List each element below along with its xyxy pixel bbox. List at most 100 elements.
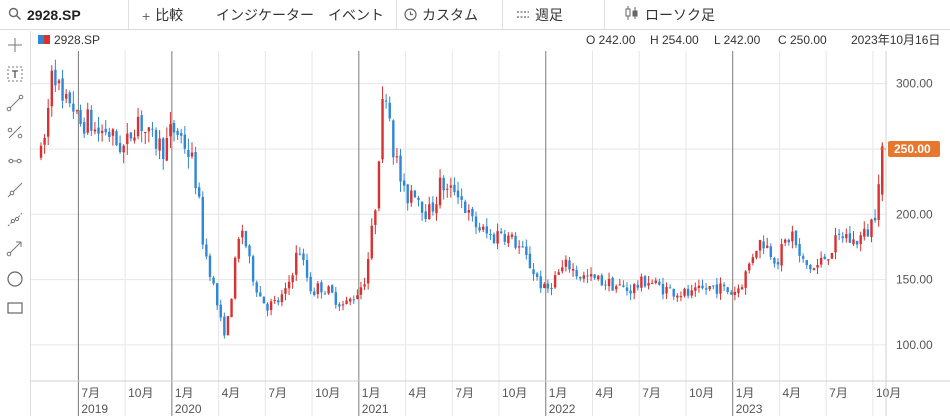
candle-down xyxy=(402,180,406,186)
candle-up xyxy=(740,287,744,290)
candle-up xyxy=(449,185,453,188)
candle-down xyxy=(489,234,492,236)
candle-down xyxy=(499,231,503,233)
search-icon xyxy=(8,1,22,31)
circle-icon[interactable] xyxy=(4,268,26,290)
candle-up xyxy=(561,267,564,272)
candle-up xyxy=(428,204,431,220)
ray-line-icon[interactable] xyxy=(4,150,26,172)
candle-down xyxy=(629,290,632,294)
candle-down xyxy=(72,103,75,112)
interval-button[interactable]: 週足 xyxy=(516,0,563,30)
candle-up xyxy=(564,259,568,267)
candle-up xyxy=(517,246,521,248)
candle-up xyxy=(733,291,737,295)
arrow-line-icon[interactable] xyxy=(4,237,26,259)
candle-up xyxy=(158,138,161,151)
candle-up xyxy=(654,280,657,283)
candle-up xyxy=(136,116,140,137)
candle-up xyxy=(816,265,819,268)
candle-down xyxy=(208,255,212,277)
candle-down xyxy=(108,131,111,138)
candle-down xyxy=(776,262,780,265)
candle-down xyxy=(104,128,107,133)
price-chart[interactable]: 100.00 150.00 200.00 250.00 300.00 7月 2019 10月 1… xyxy=(31,31,950,416)
candle-up xyxy=(295,252,298,275)
candle-down xyxy=(611,277,614,291)
candle-down xyxy=(701,285,704,289)
candle-up xyxy=(273,299,276,301)
candle-up xyxy=(650,283,654,285)
candle-down xyxy=(704,288,708,290)
extended-line-icon[interactable] xyxy=(4,179,26,201)
candle-up xyxy=(287,281,291,289)
candle-up xyxy=(665,286,668,294)
candle-down xyxy=(658,281,661,285)
candle-down xyxy=(176,130,179,135)
candle-down xyxy=(521,246,524,248)
event-button[interactable]: イベント xyxy=(328,0,384,30)
candle-down xyxy=(478,227,481,231)
chart-style-button[interactable]: ローソク足 xyxy=(624,0,715,30)
candle-up xyxy=(370,225,373,259)
candle-down xyxy=(172,123,176,133)
candle-down xyxy=(798,243,801,256)
candle-down xyxy=(625,287,629,291)
candle-up xyxy=(510,234,514,237)
candle-down xyxy=(244,231,248,247)
candle-up xyxy=(496,231,499,244)
candle-down xyxy=(334,292,338,305)
custom-button[interactable]: カスタム xyxy=(404,0,478,30)
symbol-search[interactable]: 2928.SP xyxy=(8,0,81,30)
legend-swatch-up xyxy=(44,35,50,44)
candle-down xyxy=(90,109,93,131)
x-tick-label: 10月 xyxy=(128,386,153,400)
x-tick-label: 7月 xyxy=(455,386,474,400)
legend-high: H 254.00 xyxy=(650,33,699,47)
candle-down xyxy=(82,122,86,134)
candle-down xyxy=(305,259,309,278)
symbol-input[interactable]: 2928.SP xyxy=(27,7,81,23)
candle-up xyxy=(438,177,442,206)
candle-down xyxy=(715,284,719,294)
candle-down xyxy=(194,152,197,189)
chart-canvas[interactable]: 100.00 150.00 200.00 250.00 300.00 7月 2019 10月 1… xyxy=(31,31,950,416)
candle-down xyxy=(54,69,57,86)
candle-down xyxy=(873,217,877,221)
candle-down xyxy=(219,304,222,318)
event-label: イベント xyxy=(328,7,384,23)
candle-up xyxy=(852,239,855,245)
legend-swatch-down xyxy=(38,35,44,44)
rectangle-icon[interactable] xyxy=(4,297,26,319)
last-price-label: 250.00 xyxy=(894,142,931,156)
candle-down xyxy=(837,233,841,235)
text-tool-icon[interactable] xyxy=(4,63,26,85)
candle-down xyxy=(68,92,71,104)
candle-up xyxy=(543,284,546,289)
candle-up xyxy=(755,250,758,258)
indicator-button[interactable]: インジケーター xyxy=(216,0,314,30)
candle-down xyxy=(460,196,463,200)
candle-up xyxy=(241,230,244,238)
candle-up xyxy=(356,295,359,300)
trend-line-icon[interactable] xyxy=(4,92,26,114)
candle-down xyxy=(151,128,154,130)
candlestick-series xyxy=(39,59,884,339)
channel-line-icon[interactable] xyxy=(4,208,26,230)
x-tick-label: 1月 xyxy=(362,386,381,400)
toolbar-divider xyxy=(604,0,605,30)
plus-icon: + xyxy=(142,8,151,25)
candle-down xyxy=(773,258,776,264)
candle-up xyxy=(377,161,381,209)
x-tick-label: 10月 xyxy=(315,386,340,400)
percent-line-icon[interactable] xyxy=(4,121,26,143)
indicator-label: インジケーター xyxy=(216,7,314,23)
candle-up xyxy=(374,210,377,225)
candle-up xyxy=(291,275,294,283)
candle-up xyxy=(748,263,751,271)
candle-up xyxy=(46,107,50,137)
compare-button[interactable]: + 比較 xyxy=(142,0,183,30)
candle-down xyxy=(841,236,844,239)
candle-up xyxy=(381,99,384,160)
crosshair-icon[interactable] xyxy=(4,34,26,56)
